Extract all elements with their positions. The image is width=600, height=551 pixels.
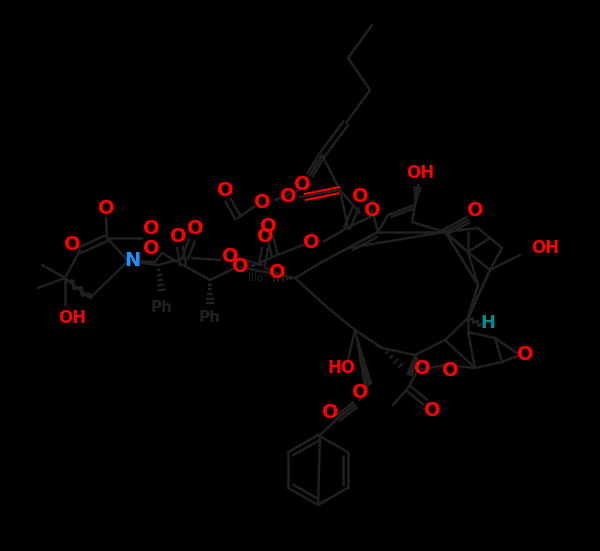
Text: O: O: [221, 247, 238, 267]
Text: O: O: [413, 359, 430, 377]
Text: O: O: [467, 201, 484, 219]
Text: O: O: [143, 219, 160, 237]
Text: O: O: [64, 235, 80, 253]
Text: O: O: [143, 239, 160, 257]
Polygon shape: [407, 355, 415, 376]
Text: Ph: Ph: [151, 300, 173, 316]
Text: O: O: [187, 219, 203, 237]
Text: Ph: Ph: [199, 311, 221, 326]
Text: O: O: [98, 198, 115, 218]
Text: O: O: [442, 360, 458, 380]
Text: O: O: [517, 345, 533, 365]
Text: H: H: [481, 314, 496, 332]
Text: N: N: [124, 251, 140, 271]
Text: O: O: [352, 186, 368, 206]
Text: O: O: [269, 262, 286, 282]
Text: OH: OH: [58, 309, 86, 327]
Text: O: O: [257, 226, 274, 246]
Text: O: O: [302, 234, 319, 252]
Text: HO: HO: [328, 359, 356, 377]
Text: O: O: [352, 383, 368, 402]
Text: O: O: [232, 257, 248, 277]
Polygon shape: [355, 330, 372, 386]
Text: OH: OH: [406, 164, 434, 182]
Text: O: O: [280, 187, 296, 207]
Text: O: O: [217, 181, 233, 199]
Text: O: O: [322, 403, 338, 423]
Text: O: O: [424, 401, 440, 419]
Text: O: O: [254, 193, 271, 213]
Text: OH: OH: [531, 239, 559, 257]
Text: O: O: [170, 226, 187, 246]
Text: IIIo: IIIo: [248, 273, 263, 283]
Text: O: O: [364, 201, 380, 219]
Text: O: O: [260, 217, 277, 235]
Text: O: O: [293, 176, 310, 195]
